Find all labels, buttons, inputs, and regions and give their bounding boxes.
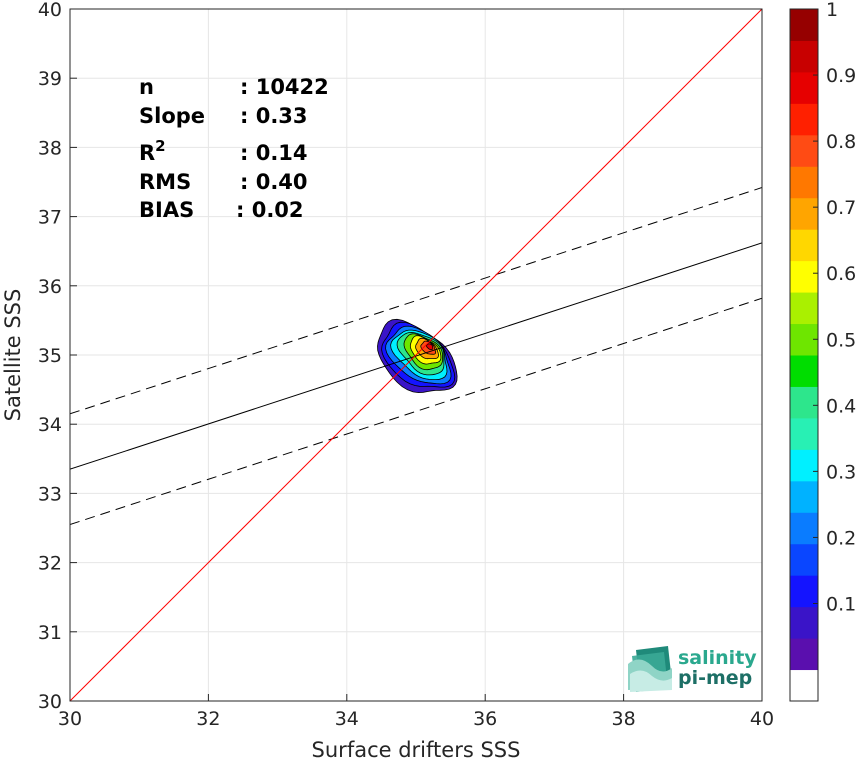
x-axis-label: Surface drifters SSS xyxy=(312,738,521,762)
y-tick-label: 32 xyxy=(38,553,62,575)
y-axis-ticks: 30 31 32 33 34 35 36 37 38 39 40 xyxy=(38,0,77,713)
identity-line xyxy=(70,9,762,701)
lower-bound-line xyxy=(70,297,762,526)
colorbar-segment xyxy=(790,638,818,671)
x-tick-label: 32 xyxy=(196,708,220,730)
colorbar-segment xyxy=(790,669,818,702)
colorbar-segment xyxy=(790,40,818,73)
reference-lines xyxy=(70,9,762,701)
colorbar-segment xyxy=(790,575,818,608)
colorbar-segment xyxy=(790,260,818,293)
colorbar-tick-label: 0.9 xyxy=(826,65,856,87)
x-tick-label: 34 xyxy=(335,708,359,730)
salinity-pimep-logo: salinity pi-mep xyxy=(628,646,757,692)
colorbar-tick-label: 0.8 xyxy=(826,131,856,153)
colorbar-segment xyxy=(790,512,818,545)
x-axis-ticks: 30 32 34 36 38 40 xyxy=(58,694,774,730)
stat-label: RMS xyxy=(139,170,191,194)
x-tick-label: 38 xyxy=(612,708,636,730)
y-tick-label: 33 xyxy=(38,483,62,505)
colorbar-segment xyxy=(790,229,818,262)
colorbar-tick-label: 0.4 xyxy=(826,395,856,417)
stats-box: n : 10422 Slope : 0.33 R2 : 0.14 RMS : 0.40 BIAS… xyxy=(139,75,329,222)
y-tick-label: 37 xyxy=(38,207,62,229)
colorbar-tick-label: 0.5 xyxy=(826,329,856,351)
logo-icon xyxy=(628,646,672,692)
colorbar-tick-label: 0.2 xyxy=(826,527,856,549)
stat-label: n xyxy=(139,75,154,99)
regression-line xyxy=(70,242,762,470)
colorbar-tick-label: 0.7 xyxy=(826,197,856,219)
colorbar-segment xyxy=(790,386,818,419)
x-tick-label: 30 xyxy=(58,708,82,730)
y-axis-label: Satellite SSS xyxy=(1,289,25,422)
x-tick-label: 36 xyxy=(473,708,497,730)
colorbar-frame xyxy=(789,8,819,702)
colorbar-segment xyxy=(790,543,818,576)
logo-text-line1: salinity xyxy=(678,647,757,669)
y-tick-label: 36 xyxy=(38,276,62,298)
y-tick-label: 30 xyxy=(38,691,62,713)
y-tick-label: 38 xyxy=(38,137,62,159)
colorbar-tick-label: 0.6 xyxy=(826,263,856,285)
colorbar-segment xyxy=(790,134,818,167)
colorbar-segment xyxy=(790,480,818,513)
colorbar-segment xyxy=(790,9,818,41)
stat-value: : 0.33 xyxy=(240,104,308,128)
stat-label: BIAS xyxy=(139,198,194,222)
y-tick-label: 35 xyxy=(38,345,62,367)
colorbar-segment xyxy=(790,103,818,136)
colorbar: 0.1 0.2 0.3 0.4 0.5 0.6 0.7 0.8 0.9 1 xyxy=(789,0,856,702)
colorbar-segment xyxy=(790,166,818,199)
stat-value: : 0.02 xyxy=(236,198,304,222)
colorbar-tick-label: 1 xyxy=(826,0,838,21)
y-tick-label: 34 xyxy=(38,414,62,436)
colorbar-segment xyxy=(790,449,818,482)
upper-bound-line xyxy=(70,187,762,415)
colorbar-segment xyxy=(790,292,818,325)
grid xyxy=(69,8,763,702)
colorbar-segment xyxy=(790,197,818,230)
colorbar-tick-label: 0.3 xyxy=(826,461,856,483)
logo-text-line2: pi-mep xyxy=(678,667,752,689)
colorbar-segment xyxy=(790,71,818,104)
stat-label: Slope xyxy=(139,104,205,128)
stat-value: : 10422 xyxy=(240,75,329,99)
colorbar-tick-label: 0.1 xyxy=(826,593,856,615)
x-tick-label: 40 xyxy=(750,708,774,730)
colorbar-segment xyxy=(790,606,818,639)
y-tick-label: 31 xyxy=(38,622,62,644)
colorbar-segment xyxy=(790,355,818,387)
colorbar-segment xyxy=(790,417,818,450)
stat-value: : 0.14 xyxy=(240,141,308,165)
density-contour-level xyxy=(426,343,434,350)
stat-value: : 0.40 xyxy=(240,170,308,194)
stat-label: R2 xyxy=(139,137,166,165)
y-tick-label: 39 xyxy=(38,68,62,90)
y-tick-label: 40 xyxy=(38,0,62,21)
